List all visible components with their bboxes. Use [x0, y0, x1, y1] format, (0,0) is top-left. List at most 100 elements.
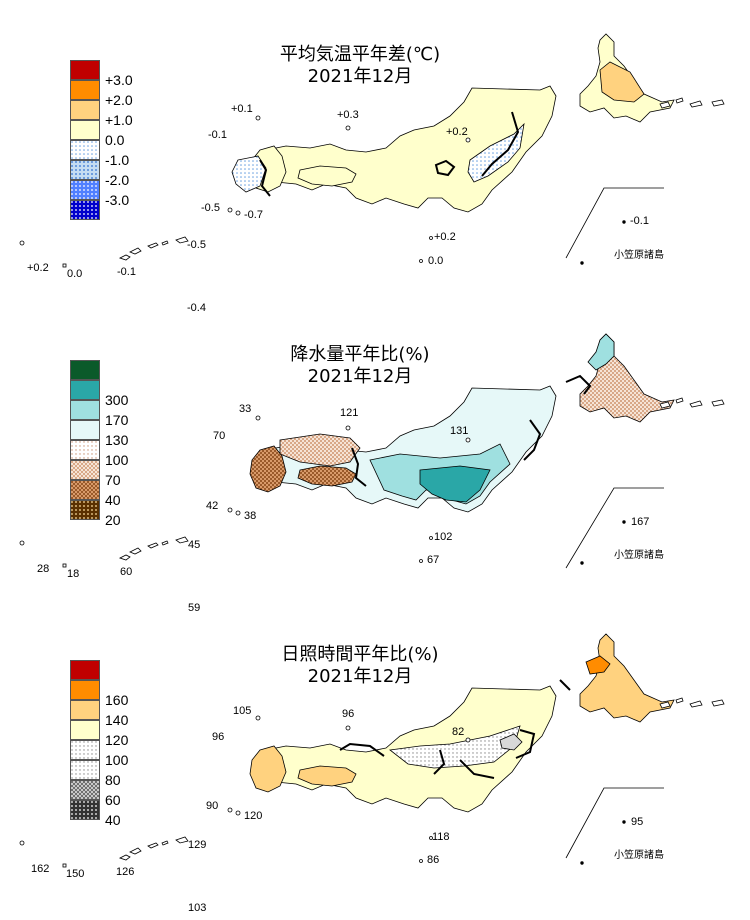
legend-swatch	[70, 480, 100, 500]
legend-swatch	[70, 60, 100, 80]
kyushu-cool-area	[231, 155, 267, 193]
hokkaido-sunny-area	[585, 655, 611, 675]
station-value: 70	[213, 430, 226, 442]
legend-label: 40	[105, 492, 121, 508]
legend-swatch	[70, 800, 100, 820]
legend-swatch	[70, 400, 100, 420]
precipitation-panel: 降水量平年比(%) 2021年12月 300 170 130 100 70 40 20 33…	[0, 300, 750, 614]
sunshine-panel: 日照時間平年比(%) 2021年12月 160 140 120 100 80 60 40 1…	[0, 600, 750, 914]
legend-swatch	[70, 100, 100, 120]
station-value: 86	[427, 854, 440, 866]
station-value: 60	[120, 566, 133, 578]
station-value: 33	[239, 403, 252, 415]
tohoku-dull-area	[499, 733, 523, 751]
legend-label: 0.0	[105, 132, 125, 148]
station-value: 103	[188, 902, 207, 914]
station-value: 90	[206, 800, 219, 812]
legend-label: 170	[105, 412, 129, 428]
legend-swatch	[70, 80, 100, 100]
station-value: 45	[188, 539, 201, 551]
legend-swatch	[70, 460, 100, 480]
station-value: -0.7	[244, 209, 263, 221]
legend-swatch	[70, 440, 100, 460]
legend-label: -2.0	[105, 172, 130, 188]
station-value: -0.1	[630, 215, 649, 227]
station-value: +0.2	[434, 231, 456, 243]
shikoku-region	[297, 465, 357, 487]
legend-label: 100	[105, 452, 129, 468]
ogasawara-label: 小笠原諸島	[614, 850, 664, 861]
legend-swatch	[70, 720, 100, 740]
station-value: 42	[206, 500, 219, 512]
station-value: +0.3	[337, 109, 359, 121]
panel-subtitle: 2021年12月	[307, 366, 413, 387]
legend-label: 160	[105, 692, 129, 708]
legend-swatch	[70, 420, 100, 440]
legend-label: 100	[105, 752, 129, 768]
panel-title: 日照時間平年比(%)	[281, 644, 439, 665]
station-value: 131	[450, 425, 469, 437]
legend-label: -3.0	[105, 192, 130, 208]
station-value: 118	[432, 831, 450, 843]
station-value: 82	[452, 726, 465, 738]
tohoku-cool-area	[467, 122, 525, 183]
panel-subtitle: 2021年12月	[307, 666, 413, 687]
station-value: 150	[66, 868, 85, 880]
legend-swatch	[70, 740, 100, 760]
legend-swatch	[70, 660, 100, 680]
station-value: 129	[188, 839, 207, 851]
ogasawara-inset	[565, 487, 664, 569]
legend-label: 120	[105, 732, 129, 748]
legend-swatch	[70, 140, 100, 160]
station-value: 121	[340, 407, 359, 419]
panel-title: 降水量平年比(%)	[290, 344, 430, 365]
station-value: 59	[188, 602, 201, 614]
normal-isoline	[339, 679, 571, 779]
legend-label: 80	[105, 772, 121, 788]
legend-swatch	[70, 500, 100, 520]
station-value: 28	[37, 563, 50, 575]
islands-outline-extra	[659, 97, 725, 109]
legend-label: 140	[105, 712, 129, 728]
station-value: -0.5	[201, 202, 220, 214]
station-value: 102	[434, 531, 453, 543]
zero-isoline	[259, 111, 520, 197]
station-value: 126	[116, 866, 135, 878]
station-value: 167	[631, 516, 650, 528]
japan-map	[19, 333, 725, 600]
legend-label: +2.0	[105, 92, 133, 108]
western-dry-area	[279, 433, 361, 467]
ogasawara-inset	[565, 187, 664, 265]
station-value: 0.0	[428, 255, 444, 267]
station-value: 95	[631, 816, 644, 828]
station-value: +0.1	[231, 103, 253, 115]
hokkaido-warm-area	[599, 61, 645, 103]
legend-label: +1.0	[105, 112, 133, 128]
station-value: -0.1	[117, 266, 136, 278]
station-value: 105	[233, 705, 252, 717]
legend-swatch	[70, 380, 100, 400]
normal-isoline	[351, 374, 592, 487]
legend-label: 60	[105, 792, 121, 808]
legend-label: 130	[105, 432, 129, 448]
station-value: 0.0	[67, 268, 83, 280]
legend-label: 70	[105, 472, 121, 488]
ogasawara-label: 小笠原諸島	[614, 550, 664, 561]
ogasawara-label: 小笠原諸島	[614, 250, 664, 261]
legend-label: 40	[105, 812, 121, 828]
station-value: 18	[67, 568, 80, 580]
legend-swatch	[70, 700, 100, 720]
station-value: 38	[244, 510, 257, 522]
legend-swatch	[70, 160, 100, 180]
legend-swatch	[70, 180, 100, 200]
kyushu-region	[249, 445, 287, 493]
legend-swatch	[70, 360, 100, 380]
legend-label: +3.0	[105, 72, 133, 88]
temperature-panel: 平均気温平年差(℃) 2021年12月 +3.0 +2.0 +1.0 0.0 -1.0 -…	[0, 0, 750, 314]
shikoku-region	[297, 165, 357, 187]
station-value: 67	[427, 554, 440, 566]
station-value: 96	[342, 708, 355, 720]
station-value: +0.2	[27, 262, 49, 274]
hokkaido-region	[579, 633, 675, 723]
legend-swatch	[70, 200, 100, 220]
